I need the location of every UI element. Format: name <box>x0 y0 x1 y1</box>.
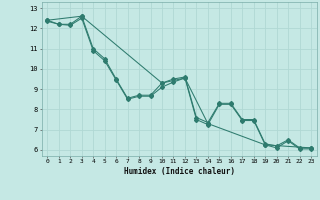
X-axis label: Humidex (Indice chaleur): Humidex (Indice chaleur) <box>124 167 235 176</box>
